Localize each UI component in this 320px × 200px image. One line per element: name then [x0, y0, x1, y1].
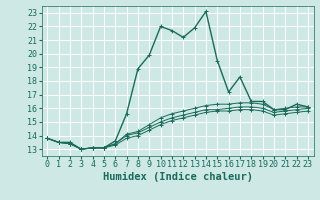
X-axis label: Humidex (Indice chaleur): Humidex (Indice chaleur): [103, 172, 252, 182]
